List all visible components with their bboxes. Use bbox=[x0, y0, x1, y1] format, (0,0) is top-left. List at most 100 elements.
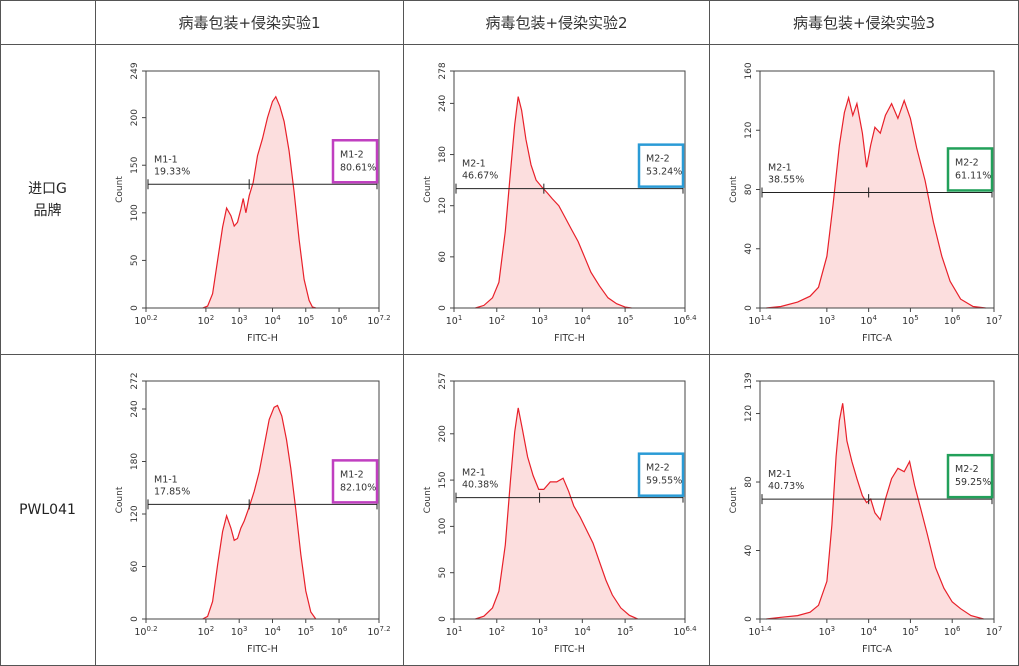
histogram-fill bbox=[202, 405, 316, 619]
y-tick-label: 139 bbox=[744, 372, 754, 389]
x-tick-label: 103 bbox=[819, 314, 836, 327]
gate2-box bbox=[331, 139, 379, 184]
x-tick-label: 106 bbox=[331, 625, 348, 638]
gate1-name: M2-1 bbox=[768, 469, 792, 480]
x-tick-label: 101.4 bbox=[748, 625, 772, 638]
gate2-box bbox=[331, 459, 379, 504]
x-tick-label: 106 bbox=[944, 314, 961, 327]
y-tick-label: 100 bbox=[438, 518, 448, 535]
histogram-fill bbox=[475, 407, 638, 619]
histogram-fill bbox=[202, 96, 316, 308]
x-tick-label: 103 bbox=[819, 625, 836, 638]
x-tick-label: 107.2 bbox=[367, 625, 390, 638]
x-tick-label: 106 bbox=[944, 625, 961, 638]
y-tick-label: 80 bbox=[744, 184, 754, 196]
x-tick-label: 103 bbox=[531, 314, 548, 327]
y-tick-label: 120 bbox=[130, 505, 140, 522]
gate2-percent: 59.55% bbox=[646, 476, 682, 487]
gate1-name: M2-1 bbox=[462, 159, 486, 170]
row-label-2: PWL041 bbox=[0, 355, 95, 665]
plot-frame bbox=[145, 380, 380, 620]
gate2-box bbox=[946, 147, 994, 192]
y-tick-label: 180 bbox=[438, 146, 448, 163]
y-tick-label: 180 bbox=[130, 453, 140, 470]
y-axis-label: Count bbox=[423, 486, 433, 513]
x-tick-label: 102 bbox=[198, 625, 215, 638]
histogram-svg: 0 50 100 150 200 249 Count 100.2 102 103 104 105 106… bbox=[115, 62, 391, 344]
histogram-panel: 0 60 120 180 240 272 Count 100.2 102 103 104 105 106… bbox=[96, 355, 403, 665]
y-tick-label: 0 bbox=[438, 305, 448, 311]
plot-frame bbox=[453, 380, 686, 620]
histogram-fill bbox=[475, 96, 632, 308]
gate1-percent: 40.38% bbox=[462, 480, 498, 491]
histogram-panel: 0 50 100 150 200 249 Count 100.2 102 103 104 105 106… bbox=[96, 45, 403, 354]
gate2-name: M2-2 bbox=[646, 154, 670, 165]
histogram-curve bbox=[202, 95, 316, 309]
gate2-name: M2-2 bbox=[955, 157, 979, 168]
y-tick-label: 0 bbox=[744, 305, 754, 311]
y-tick-label: 278 bbox=[438, 62, 448, 79]
gate1-name: M1-1 bbox=[154, 154, 178, 165]
column-header-1: 病毒包装+侵染实验1 bbox=[178, 13, 321, 32]
x-tick-label: 103 bbox=[231, 625, 248, 638]
y-tick-label: 120 bbox=[744, 121, 754, 138]
y-axis-label: Count bbox=[729, 176, 739, 203]
y-tick-label: 50 bbox=[130, 254, 140, 266]
table-border-top bbox=[0, 0, 1019, 1]
y-tick-label: 0 bbox=[130, 616, 140, 622]
plot-frame bbox=[453, 70, 686, 309]
gate1-name: M2-1 bbox=[768, 162, 792, 173]
column-header-3: 病毒包装+侵染实验3 bbox=[792, 13, 936, 32]
y-tick-label: 0 bbox=[438, 616, 448, 622]
histogram-curve bbox=[202, 404, 317, 620]
x-tick-label: 105 bbox=[297, 625, 314, 638]
gate2-percent: 80.61% bbox=[340, 162, 376, 173]
x-axis-label: FITC-H bbox=[554, 333, 585, 344]
plot-frame bbox=[145, 70, 380, 309]
histogram-panel: 0 60 120 180 240 278 Count 101 102 103 104 105 106.4… bbox=[404, 45, 709, 354]
y-tick-label: 60 bbox=[438, 251, 448, 263]
x-tick-label: 106.4 bbox=[673, 625, 697, 638]
x-tick-label: 100.2 bbox=[134, 314, 157, 327]
gate2-box bbox=[637, 143, 685, 188]
header-divider bbox=[0, 44, 1019, 45]
gate2-percent: 59.25% bbox=[955, 477, 991, 488]
gate2-box bbox=[946, 453, 994, 499]
col-divider-3 bbox=[709, 0, 710, 666]
x-tick-label: 105 bbox=[902, 314, 919, 327]
y-tick-label: 240 bbox=[130, 400, 140, 417]
y-axis-label: Count bbox=[729, 486, 739, 513]
y-tick-label: 0 bbox=[744, 616, 754, 622]
y-tick-label: 0 bbox=[130, 305, 140, 311]
y-tick-label: 100 bbox=[130, 204, 140, 221]
y-tick-label: 257 bbox=[438, 372, 448, 389]
x-axis-label: FITC-H bbox=[247, 333, 278, 344]
gate1-name: M2-1 bbox=[462, 468, 486, 479]
gate2-name: M2-2 bbox=[955, 464, 979, 475]
gate1-name: M1-1 bbox=[154, 474, 178, 485]
x-tick-label: 102 bbox=[488, 625, 505, 638]
gate2-percent: 82.10% bbox=[340, 482, 376, 493]
x-tick-label: 101 bbox=[446, 625, 463, 638]
column-header-2: 病毒包装+侵染实验2 bbox=[485, 13, 628, 32]
x-tick-label: 107.2 bbox=[367, 314, 390, 327]
x-tick-label: 101.4 bbox=[748, 314, 772, 327]
histogram-panel: 0 40 80 120 160 Count 101.4 103 104 105 106 107 FITC… bbox=[710, 45, 1018, 354]
gate2-box bbox=[637, 452, 685, 497]
x-tick-label: 104 bbox=[860, 625, 877, 638]
y-axis-label: Count bbox=[115, 486, 125, 513]
y-tick-label: 80 bbox=[744, 476, 754, 488]
y-tick-label: 240 bbox=[438, 95, 448, 112]
y-tick-label: 200 bbox=[130, 109, 140, 126]
histogram-svg: 0 40 80 120 139 Count 101.4 103 104 105 106 107 FITC… bbox=[729, 372, 1002, 655]
row-label-2-line1: PWL041 bbox=[19, 502, 76, 518]
x-tick-label: 105 bbox=[902, 625, 919, 638]
row-divider bbox=[0, 354, 1019, 355]
x-tick-label: 106 bbox=[331, 314, 348, 327]
x-tick-label: 105 bbox=[617, 625, 634, 638]
histogram-svg: 0 60 120 180 240 278 Count 101 102 103 104 105 106.4… bbox=[423, 62, 697, 344]
gate2-percent: 53.24% bbox=[646, 167, 682, 178]
y-axis-label: Count bbox=[423, 176, 433, 203]
x-tick-label: 103 bbox=[531, 625, 548, 638]
y-tick-label: 120 bbox=[744, 405, 754, 422]
